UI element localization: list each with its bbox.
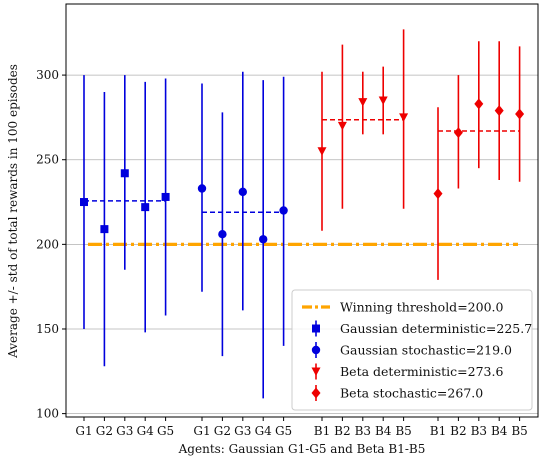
- data-point-3-2: [474, 98, 484, 110]
- y-axis-label: Average +/- std of total rewards in 100 …: [6, 64, 20, 359]
- y-tick-label-300: 300: [36, 68, 59, 82]
- series-1: [197, 71, 288, 399]
- data-point-2-2: [358, 98, 368, 107]
- y-axis: 100 150 200 250 300: [36, 68, 66, 421]
- x-tick-label-3-2: B3: [471, 424, 487, 438]
- x-tick-label-2-0: B1: [314, 424, 330, 438]
- x-tick-label-0-1: G2: [96, 424, 113, 438]
- legend-marker-1: [311, 345, 321, 355]
- data-point-0-0: [80, 198, 88, 207]
- plot-frame: [65, 3, 539, 418]
- x-axis-label: Agents: Gaussian G1-G5 and Beta B1-B5: [178, 442, 426, 456]
- x-tick-label-2-1: B2: [334, 424, 350, 438]
- x-tick-label-0-4: G5: [157, 424, 174, 438]
- x-axis: G1 G2 G3 G4 G5 G1 G2 G3 G4 G5 B1 B2 B3 B4 B5 B1 B2 B3 B4 B5: [75, 417, 528, 438]
- data-point-2-0: [317, 147, 327, 156]
- legend-label-0: Gaussian deterministic=225.7: [340, 321, 532, 336]
- x-tick-label-3-4: B5: [511, 424, 527, 438]
- x-tick-label-1-2: G3: [234, 424, 251, 438]
- legend-marker-3: [311, 387, 321, 399]
- legend: Winning threshold=200.0 Gaussian determin…: [291, 289, 533, 411]
- series-0: [80, 75, 170, 367]
- legend-threshold-label: Winning threshold=200.0: [340, 300, 503, 315]
- legend-marker-0: [312, 324, 320, 333]
- x-tick-label-2-2: B3: [355, 424, 371, 438]
- data-point-0-1: [100, 225, 109, 234]
- data-point-3-4: [515, 108, 525, 120]
- data-point-2-1: [337, 121, 347, 131]
- x-tick-label-1-1: G2: [214, 424, 231, 438]
- x-tick-label-2-4: B5: [395, 424, 411, 438]
- data-point-1-4: [279, 206, 288, 215]
- legend-box: [291, 289, 533, 411]
- data-point-0-4: [161, 192, 170, 201]
- data-point-1-0: [197, 184, 207, 193]
- legend-label-2: Beta deterministic=273.6: [340, 364, 503, 379]
- data-point-3-3: [494, 105, 504, 117]
- legend-label-3: Beta stochastic=267.0: [340, 386, 483, 401]
- data-point-1-2: [238, 187, 247, 197]
- x-tick-label-0-3: G4: [137, 424, 155, 438]
- x-tick-label-1-0: G1: [193, 424, 210, 438]
- y-tick-label-200: 200: [36, 237, 59, 251]
- x-tick-label-0-0: G1: [75, 424, 92, 438]
- data-point-3-1: [453, 127, 463, 139]
- x-tick-label-3-3: B4: [491, 424, 508, 438]
- x-tick-label-0-2: G3: [116, 424, 133, 438]
- x-tick-label-3-1: B2: [450, 424, 466, 438]
- x-tick-label-2-3: B4: [375, 424, 392, 438]
- data-point-3-0: [433, 188, 443, 200]
- data-point-2-3: [378, 96, 388, 105]
- data-point-0-3: [141, 203, 150, 212]
- x-tick-label-1-3: G4: [255, 424, 273, 438]
- series-layer: [80, 29, 525, 399]
- x-tick-label-3-0: B1: [430, 424, 446, 438]
- legend-marker-2: [311, 367, 321, 376]
- series-3: [433, 41, 525, 280]
- legend-label-1: Gaussian stochastic=219.0: [340, 343, 512, 358]
- x-tick-label-1-4: G5: [275, 424, 292, 438]
- data-point-1-1: [218, 229, 227, 239]
- data-point-1-3: [259, 235, 268, 244]
- data-point-0-2: [120, 169, 129, 178]
- y-tick-label-100: 100: [36, 407, 59, 421]
- y-tick-label-250: 250: [36, 153, 59, 167]
- series-2: [317, 29, 409, 231]
- data-point-2-4: [399, 113, 409, 122]
- y-tick-label-150: 150: [36, 322, 59, 336]
